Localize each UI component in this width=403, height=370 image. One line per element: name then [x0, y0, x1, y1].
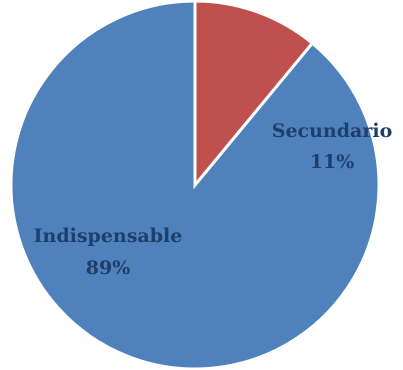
- slice-label-secundario: Secundario: [272, 120, 393, 142]
- pie-labels: Indispensable 89% Secundario 11%: [34, 120, 393, 279]
- slice-value-indispensable: 89%: [86, 257, 131, 279]
- slice-value-secundario: 11%: [310, 151, 355, 173]
- slice-label-indispensable: Indispensable: [34, 225, 183, 247]
- pie-slice-secundario: [193, 0, 315, 190]
- pie-slices: [9, 0, 381, 370]
